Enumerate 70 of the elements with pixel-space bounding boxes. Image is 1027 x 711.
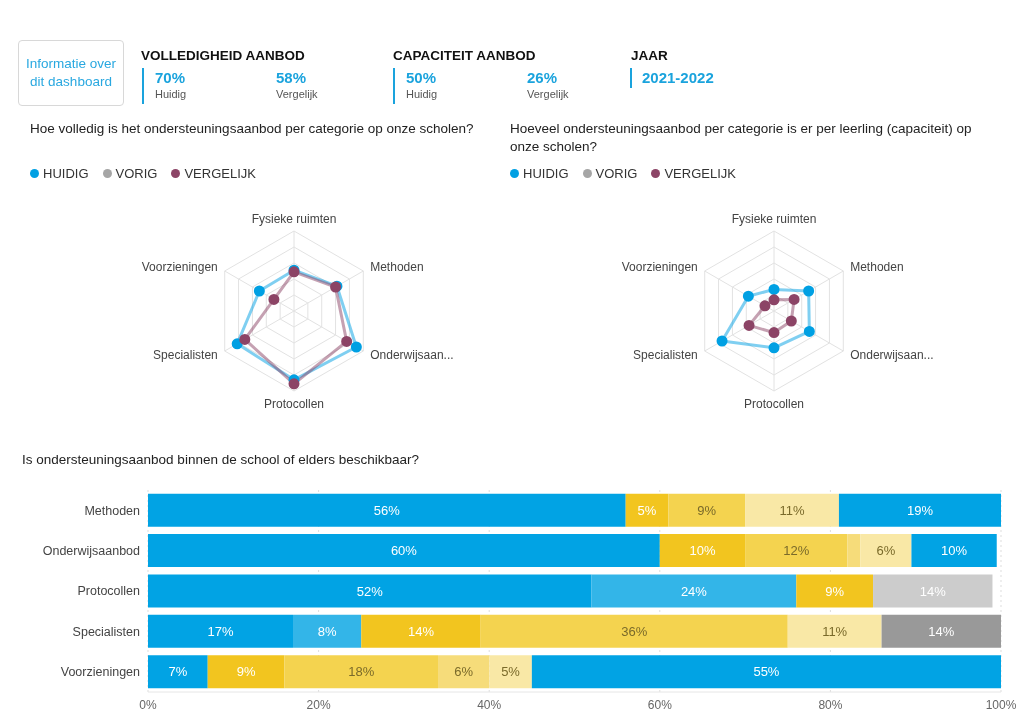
data-label: 18% [348, 664, 375, 680]
spoke-label: Protocollen [743, 396, 805, 411]
data-label: 19% [906, 502, 934, 518]
spoke-label: Onderwijsaan... [370, 348, 454, 363]
data-label: 55% [753, 664, 780, 680]
x-tick-label: 100% [985, 697, 1017, 711]
spoke-label: Methoden [850, 260, 904, 275]
data-label: 14% [407, 623, 435, 639]
data-label: 14% [928, 623, 955, 639]
data-label: 9% [825, 583, 845, 599]
text: 2021-2022 [642, 69, 714, 86]
legend-label: VERGELIJK [664, 166, 736, 181]
y-tick-label: Specialisten [72, 624, 141, 639]
x-tick-label: 60% [647, 697, 673, 711]
text: Vergelijk [276, 88, 318, 100]
data-label: 17% [207, 623, 234, 639]
text: CAPACITEIT AANBOD [393, 48, 536, 63]
legend-label: VERGELIJK [184, 166, 256, 181]
data-label: 8% [317, 623, 337, 639]
text: Huidig [406, 88, 438, 100]
x-tick-label: 20% [306, 697, 331, 711]
spoke-label: Voorzieningen [141, 260, 218, 275]
data-label: 10% [689, 543, 716, 559]
data-label: 6% [876, 543, 896, 559]
text: 50% [406, 69, 437, 86]
y-tick-label: Protocollen [77, 584, 141, 599]
x-tick-label: 0% [139, 697, 157, 711]
text: 70% [155, 69, 186, 86]
data-label: 56% [373, 502, 401, 518]
data-label: 10% [941, 543, 968, 559]
chart-title: Hoe volledig is het ondersteuningsaanbod per categorie op onze scholen? [29, 120, 475, 138]
data-label: 9% [697, 502, 717, 518]
data-label: 5% [637, 502, 657, 518]
spoke-label: Specialisten [633, 348, 698, 363]
legend-label: HUIDIG [43, 166, 89, 181]
spoke-label: Specialisten [153, 348, 218, 363]
text: VORIG [595, 166, 638, 181]
spoke-label: Methoden [370, 260, 424, 275]
chart-title: Is ondersteuningsaanbod binnen de school of elders beschikbaar? [21, 452, 421, 467]
data-label: 12% [783, 543, 810, 559]
data-label: 7% [168, 664, 188, 680]
x-tick-label: 40% [477, 697, 502, 711]
text: Vergelijk [527, 88, 569, 100]
data-label: 60% [390, 543, 418, 559]
spoke-label: Fysieke ruimten [731, 212, 817, 226]
legend-label: HUIDIG [523, 166, 569, 181]
data-label: 6% [454, 664, 474, 680]
text: 26% [527, 69, 558, 86]
spoke-label: Fysieke ruimten [251, 212, 337, 226]
data-label: 36% [621, 623, 648, 639]
text: VOLLEDIGHEID AANBOD [141, 48, 305, 63]
data-label: 24% [680, 583, 708, 599]
data-label: 52% [356, 583, 384, 599]
data-label: 9% [236, 664, 256, 680]
y-tick-label: Voorzieningen [60, 665, 141, 680]
text: 58% [276, 69, 307, 86]
spoke-label: Protocollen [263, 396, 325, 411]
data-label: 5% [501, 664, 521, 680]
spoke-label: Voorzieningen [621, 260, 698, 275]
x-tick-label: 80% [818, 697, 843, 711]
y-tick-label: Methoden [84, 503, 141, 518]
text: VORIG [115, 166, 158, 181]
data-label: 11% [822, 623, 848, 639]
text: Huidig [155, 88, 187, 100]
data-label: 11% [779, 502, 805, 518]
y-tick-label: Onderwijsaanbod [42, 544, 141, 559]
text: Informatie over dit dashboard [18, 40, 124, 106]
spoke-label: Onderwijsaan... [850, 348, 934, 363]
text: JAAR [631, 48, 668, 63]
chart-title: Hoeveel ondersteuningsaanbod per categorie is er per leerling (capaciteit) op onze scholen? [509, 120, 973, 156]
